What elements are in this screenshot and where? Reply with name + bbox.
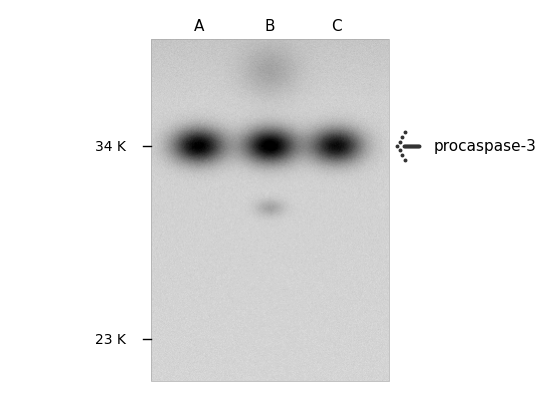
Text: 23 K: 23 K [95,332,126,346]
Text: B: B [265,18,275,34]
Text: procaspase-3: procaspase-3 [434,139,537,154]
Text: A: A [194,18,204,34]
Text: C: C [331,18,341,34]
Bar [151,40,389,381]
Text: 34 K: 34 K [95,140,126,153]
